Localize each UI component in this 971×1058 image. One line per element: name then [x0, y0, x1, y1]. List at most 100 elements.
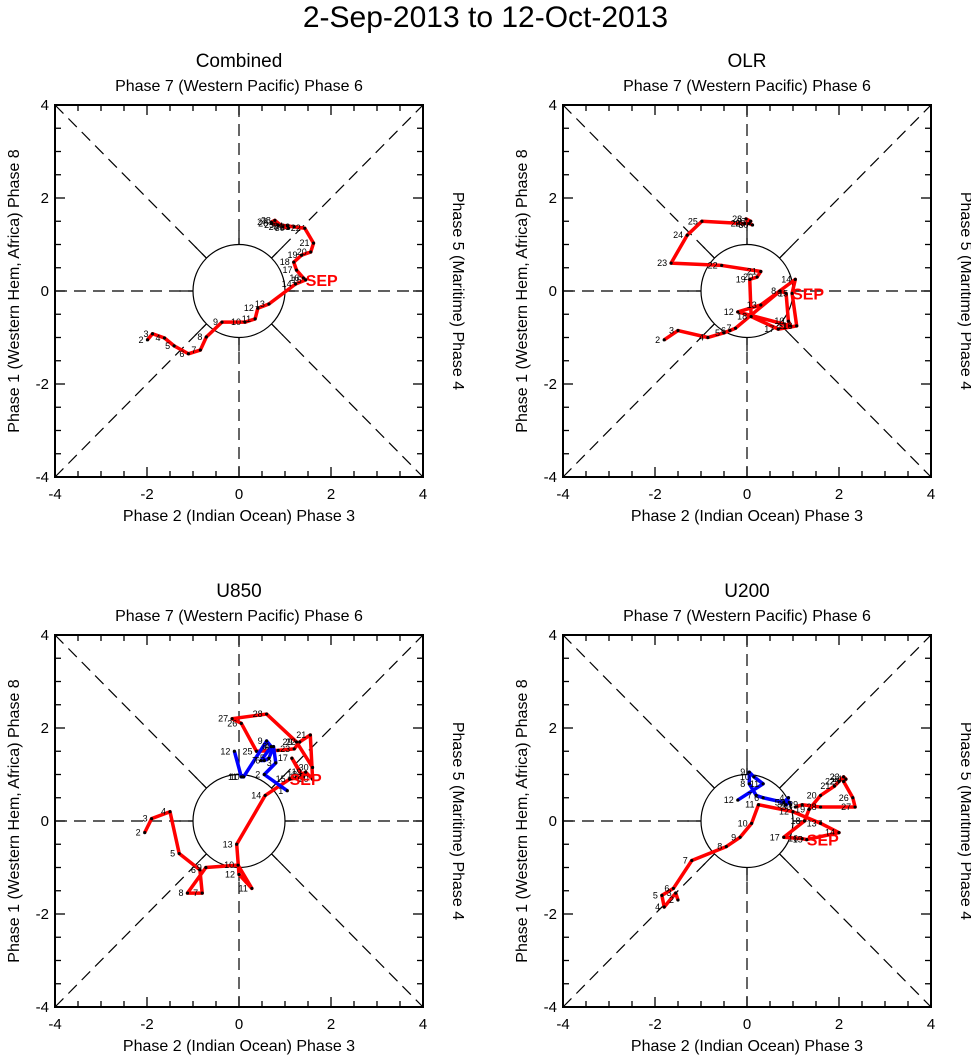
right-phase-label: Phase 5 (Maritime) Phase 4 — [957, 192, 971, 390]
day-label: 9 — [213, 317, 218, 327]
day-label: 4 — [161, 807, 166, 817]
day-label: 9 — [731, 832, 736, 842]
day-label: 15 — [778, 288, 788, 298]
day-point — [265, 712, 269, 716]
day-label: 10 — [740, 772, 750, 782]
day-label: 11 — [777, 321, 786, 331]
day-label: 7 — [252, 756, 257, 766]
day-label: 7 — [193, 888, 198, 898]
day-label: 3 — [267, 758, 272, 768]
day-label: 8 — [262, 742, 267, 752]
day-label: 18 — [790, 816, 800, 826]
circle-spoke — [271, 246, 284, 259]
y-axis-label: Phase 1 (Western Hem, Africa) Phase 8 — [514, 149, 531, 432]
day-point — [720, 263, 724, 268]
y-tick-label: 0 — [41, 283, 49, 300]
day-label: 24 — [673, 230, 683, 240]
day-point — [795, 324, 799, 328]
day-point — [285, 789, 289, 793]
y-tick-label: -4 — [36, 999, 49, 1016]
day-point — [674, 891, 678, 895]
day-label: 21 — [820, 781, 830, 791]
day-point — [239, 721, 243, 725]
day-label: 4 — [155, 333, 160, 343]
phase-divider-diagonal — [54, 634, 424, 1008]
day-label: 13 — [223, 839, 233, 849]
y-tick-label: -2 — [36, 376, 49, 393]
day-label: 23 — [830, 772, 840, 782]
day-label: 2 — [138, 335, 143, 345]
day-point — [724, 844, 728, 849]
day-point — [276, 223, 280, 227]
day-label: 16 — [289, 273, 299, 283]
day-point — [267, 302, 271, 306]
day-point — [786, 319, 791, 323]
day-label: 3 — [667, 888, 672, 898]
day-label: 18 — [737, 312, 747, 322]
day-label: 11 — [745, 800, 754, 810]
day-label: 26 — [731, 219, 741, 229]
y-tick-label: 2 — [41, 190, 49, 207]
phase-divider-antidiagonal — [562, 104, 932, 478]
y-tick-label: 4 — [41, 627, 49, 644]
day-label: 7 — [726, 323, 731, 333]
day-label: 3 — [669, 326, 674, 336]
day-point — [676, 328, 680, 333]
day-label: 29 — [788, 800, 798, 810]
circle-spoke — [194, 853, 207, 866]
day-label: 9 — [258, 736, 263, 746]
day-label: 11 — [242, 314, 251, 324]
day-point — [303, 226, 307, 230]
day-label: 14 — [825, 828, 835, 838]
day-point — [819, 793, 823, 798]
day-label: 28 — [732, 214, 742, 224]
day-label: 6 — [721, 326, 726, 336]
day-label: 2 — [136, 828, 141, 838]
day-label: 16 — [289, 772, 299, 782]
day-label: 5 — [715, 328, 720, 338]
day-point — [759, 303, 763, 307]
day-point — [301, 775, 305, 779]
day-point — [756, 803, 761, 807]
circle-spoke — [702, 323, 715, 336]
day-point — [263, 793, 267, 798]
circle-spoke — [779, 853, 792, 866]
x-tick-label: 0 — [743, 486, 751, 503]
day-point — [267, 756, 271, 760]
day-point — [299, 772, 303, 777]
x-tick-label: 0 — [235, 486, 243, 503]
day-label: 23 — [280, 222, 290, 232]
day-label: 19 — [288, 250, 298, 260]
day-label: 30 — [275, 223, 285, 233]
day-point — [676, 898, 680, 902]
circle-spoke — [702, 853, 715, 866]
y-tick-label: 0 — [41, 813, 49, 830]
day-point — [778, 289, 782, 293]
y-tick-label: 2 — [41, 720, 49, 737]
phase-divider-diagonal — [562, 104, 932, 478]
day-label: 19 — [292, 767, 302, 777]
day-label: 23 — [280, 744, 290, 754]
panel-title: U850 — [216, 581, 261, 602]
day-point — [168, 810, 172, 814]
phase-divider-antidiagonal — [54, 634, 424, 1008]
day-point — [172, 344, 176, 348]
day-label: 10 — [738, 818, 748, 828]
day-point — [288, 777, 292, 781]
day-label: 1 — [278, 786, 283, 796]
circle-spoke — [702, 246, 715, 259]
day-point — [292, 225, 296, 229]
day-point — [304, 770, 308, 774]
day-point — [287, 226, 291, 230]
day-point — [685, 233, 689, 237]
panel-title: U200 — [724, 581, 769, 602]
day-label: 26 — [258, 219, 268, 229]
day-label: 15 — [793, 835, 803, 845]
day-point — [204, 335, 208, 339]
day-label: 3 — [143, 814, 148, 824]
day-point — [807, 807, 811, 811]
day-label: 14 — [781, 274, 791, 284]
day-label: 2 — [669, 895, 674, 905]
